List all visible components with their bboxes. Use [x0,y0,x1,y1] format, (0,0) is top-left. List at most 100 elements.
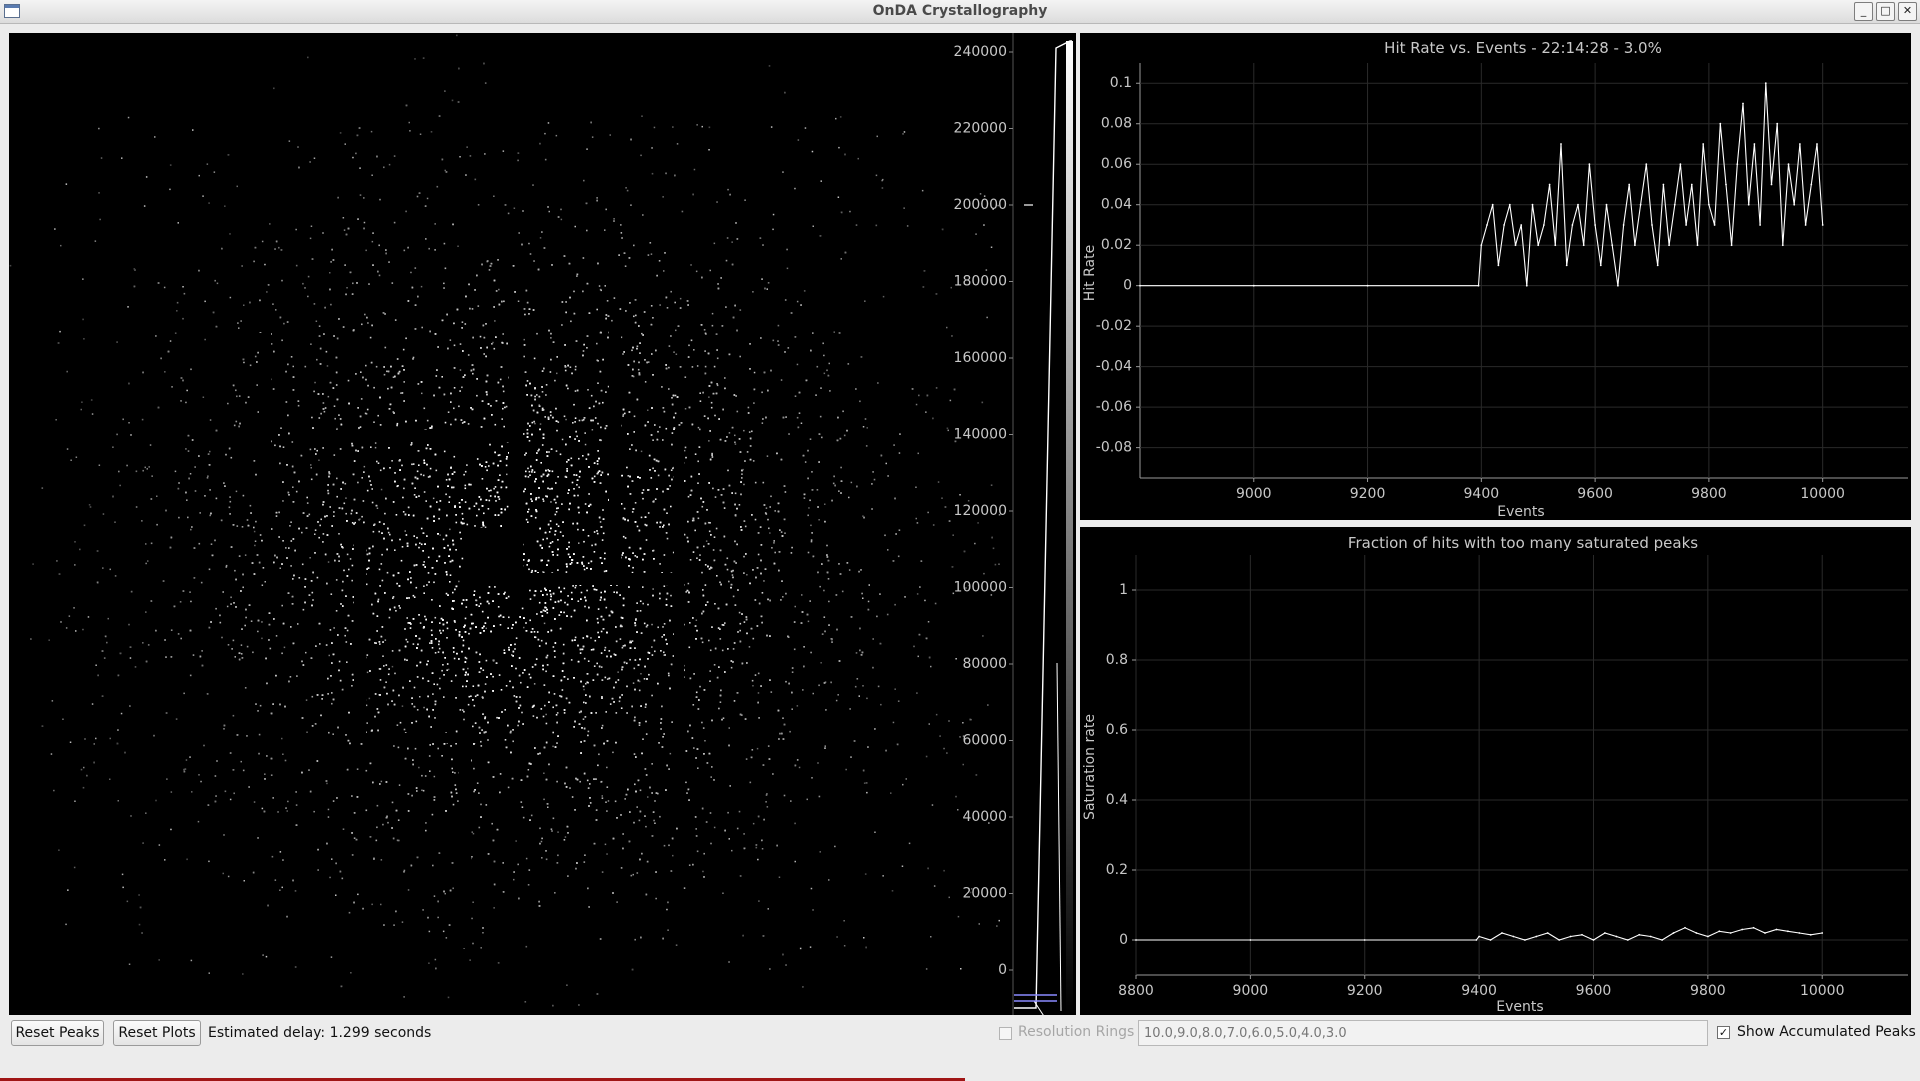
data-point [1535,935,1538,938]
window-title: OnDA Crystallography [872,3,1048,19]
data-point [1514,244,1517,247]
y-tick-label: 0 [1123,278,1132,294]
data-point [1252,284,1255,287]
data-point [1816,143,1818,145]
y-tick-label: -0.02 [1096,318,1132,334]
histogram-gradient-bar[interactable] [1066,41,1073,1015]
data-point [1599,264,1602,267]
data-point [1729,932,1732,934]
x-tick-label: 9600 [1577,486,1613,502]
data-point [1560,143,1562,145]
data-point [1135,939,1137,941]
y-tick-label: 0.08 [1101,116,1132,132]
histogram-tick-label: 200000 [954,197,1007,213]
hit-rate-y-axis-label: Hit Rate [1082,245,1098,301]
data-point [1668,244,1670,247]
data-point [1475,939,1478,941]
x-tick-label: 9800 [1690,983,1726,999]
detector-image-panel: 240000 220000 200000 180000 160000 140000 1200… [9,33,1076,1015]
data-point [1719,122,1722,125]
data-point [1673,203,1676,206]
title-bar: OnDA Crystallography _ □ ✕ [0,0,1920,24]
resolution-rings-input[interactable] [1138,1020,1708,1046]
data-point [1571,224,1574,226]
detector-image-view[interactable]: 2400002200002000001800001600001400001200… [9,33,1076,1015]
data-point [1520,224,1523,226]
saturation-plot[interactable]: Fraction of hits with too many saturated… [1080,527,1911,1015]
histogram-tick-label: 140000 [954,427,1007,443]
data-point [1525,284,1528,287]
data-point [1546,932,1549,934]
saturation-y-axis-label: Saturation rate [1082,714,1098,820]
data-point [1497,264,1500,267]
resolution-rings-label: Resolution Rings [1018,1024,1135,1040]
y-tick-label: 0.6 [1106,722,1128,738]
data-point [1594,224,1596,226]
y-tick-label: 0.1 [1110,75,1132,91]
close-button[interactable]: ✕ [1898,2,1917,21]
y-tick-label: 1 [1119,582,1128,598]
data-point [1775,928,1778,931]
data-point [1554,244,1557,247]
data-point [1684,926,1686,929]
y-tick-label: 0.04 [1101,197,1132,213]
data-point [1759,224,1761,226]
data-point [1821,932,1824,934]
data-point [1656,264,1659,267]
hit-rate-plot-canvas[interactable]: Hit Rate vs. Events - 22:14:28 - 3.0% Ev… [1080,33,1911,520]
data-point [1764,932,1766,934]
hit-rate-y-ticks: 0.1 0.08 0.06 0.04 0.02 0 -0.02 -0.04 -0.06 -0.08 [1096,75,1140,456]
data-point [1651,224,1653,226]
data-point [1707,935,1709,938]
data-point [1679,163,1682,166]
data-point [1558,939,1561,941]
reset-plots-button[interactable]: Reset Plots [113,1020,201,1046]
x-tick-label: 9000 [1233,983,1269,999]
data-point [1821,224,1824,226]
x-tick-label: 9000 [1236,486,1272,502]
data-point [1638,933,1641,936]
data-point [1569,935,1572,938]
data-point [1617,284,1619,287]
show-accumulated-peaks-label: Show Accumulated Peaks [1737,1024,1916,1040]
data-point [1793,203,1796,206]
data-point [1662,183,1665,186]
data-point [1363,939,1366,941]
data-point [1702,143,1705,145]
data-point [1690,183,1693,186]
data-point [1764,82,1767,85]
intensity-histogram[interactable]: 2400002200002000001800001600001400001200… [954,33,1073,1015]
reset-peaks-button[interactable]: Reset Peaks [11,1020,104,1046]
hit-rate-plot[interactable]: Hit Rate vs. Events - 22:14:28 - 3.0% Ev… [1080,33,1911,520]
resolution-rings-checkbox[interactable] [999,1027,1012,1040]
minimize-button[interactable]: _ [1854,2,1873,21]
data-point [1634,244,1636,247]
y-tick-label: 0.02 [1101,237,1132,253]
data-point [1592,939,1595,941]
data-point [1477,284,1480,287]
data-point [1781,244,1784,247]
hit-rate-grid [1139,63,1908,479]
detector-module-gaps [259,323,684,948]
data-point [1713,224,1716,226]
data-point [1787,163,1790,166]
data-point [1491,203,1494,206]
histogram-tick-label: 0 [998,962,1007,978]
show-accumulated-peaks-checkbox[interactable]: ✓ [1717,1026,1730,1039]
histogram-tick-label: 120000 [954,503,1007,519]
y-tick-label: 0.8 [1106,652,1128,668]
data-point [1503,224,1505,226]
data-point [1139,284,1141,287]
y-tick-label: -0.06 [1096,399,1132,415]
data-point [1696,244,1699,247]
saturation-grid [1135,555,1908,976]
x-tick-label: 9400 [1464,486,1500,502]
x-tick-label: 8800 [1118,983,1154,999]
maximize-button[interactable]: □ [1876,2,1895,21]
x-tick-label: 10000 [1800,486,1845,502]
data-point [1787,930,1789,933]
saturation-plot-canvas[interactable]: Fraction of hits with too many saturated… [1080,527,1911,1015]
data-point [1804,224,1807,226]
taskbar-edge [0,1078,965,1081]
app-window-icon[interactable] [4,4,20,18]
